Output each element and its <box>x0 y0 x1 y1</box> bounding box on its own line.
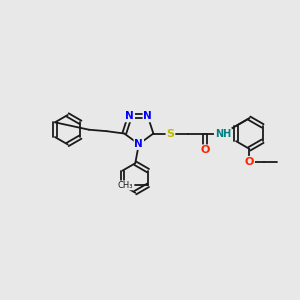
Text: S: S <box>167 128 175 139</box>
Text: N: N <box>125 111 134 122</box>
Text: O: O <box>200 145 210 155</box>
Text: N: N <box>134 139 143 149</box>
Text: O: O <box>245 157 254 167</box>
Text: NH: NH <box>215 128 231 139</box>
Text: CH₃: CH₃ <box>118 181 133 190</box>
Text: N: N <box>143 111 152 122</box>
